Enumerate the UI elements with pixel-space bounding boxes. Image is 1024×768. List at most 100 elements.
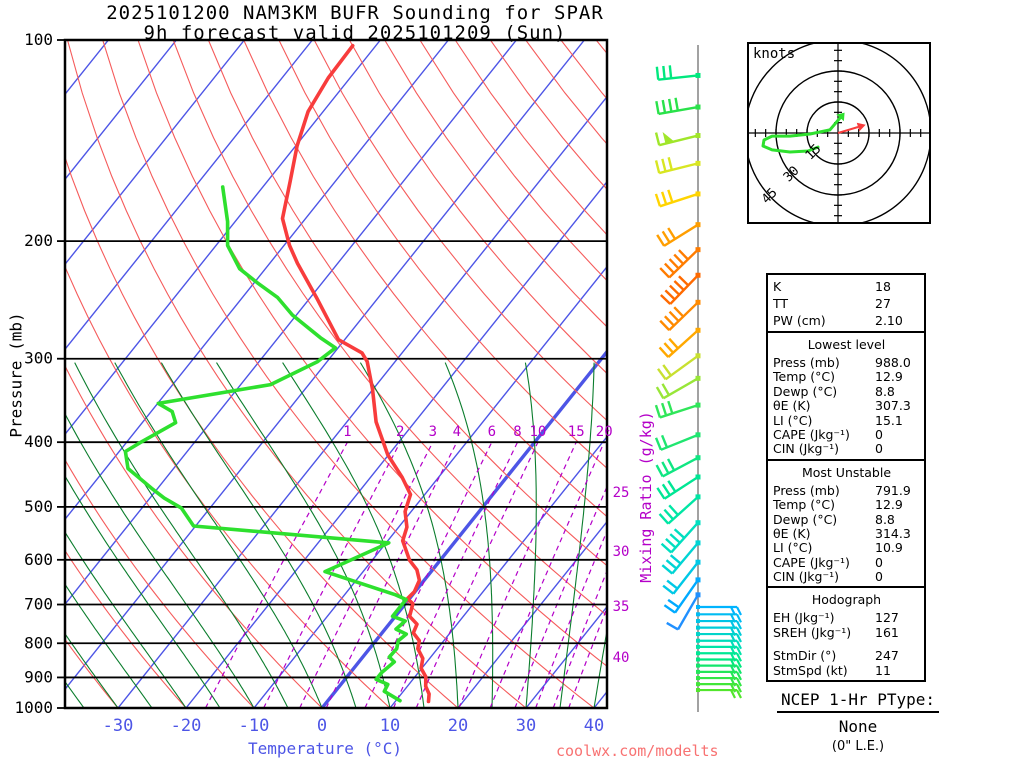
section-title: Most Unstable [801, 464, 892, 480]
moist-adiabat-line [160, 362, 357, 708]
stat-row: TT 27 [773, 295, 920, 312]
isotherm-line [253, 265, 607, 708]
mixing-ratio-tick-label: 4 [453, 424, 461, 440]
isotherm-line [117, 95, 607, 708]
isotherm-line [185, 180, 607, 708]
pressure-tick-label: 700 [24, 595, 53, 614]
wind-barb [659, 299, 701, 331]
mixing-ratio-right-tick-label: 35 [613, 599, 630, 615]
stat-row: K 18 [773, 278, 920, 295]
isotherm-line [65, 40, 517, 606]
mixing-ratio-line [568, 606, 607, 708]
wind-barb-right [696, 688, 742, 699]
wind-barb [654, 157, 701, 175]
mixing-ratio-line [204, 441, 348, 708]
moist-adiabat-line [359, 362, 459, 708]
wind-barb [655, 455, 701, 478]
moist-adiabat-line [559, 362, 595, 708]
wind-barb [656, 222, 701, 247]
wind-barb [657, 353, 701, 381]
pressure-tick-label: 100 [24, 30, 53, 49]
hodograph-ring [775, 70, 901, 196]
stat-value: 11 [875, 662, 891, 678]
stat-value: 27 [875, 296, 891, 311]
stat-row: LI (°C) 10.9 [773, 540, 920, 555]
dry-adiabat-line [137, 40, 607, 667]
dry-adiabat-line [66, 40, 527, 708]
stat-value: 314.3 [875, 525, 911, 541]
temperature-tick-label: 20 [448, 716, 468, 736]
moist-adiabat-line [114, 362, 323, 708]
isotherm-line [65, 40, 585, 691]
dry-adiabat-line [65, 265, 391, 708]
isotherm-line [65, 40, 177, 181]
wind-barb [655, 65, 701, 81]
storm-motion-vector [837, 126, 859, 134]
stat-label: CAPE (Jkg⁻¹) [773, 554, 850, 570]
pressure-tick-label: 900 [24, 667, 53, 686]
stat-label: CAPE (Jkg⁻¹) [773, 426, 850, 442]
wind-barb [658, 494, 701, 525]
stat-value: 12.9 [875, 369, 903, 385]
stat-row: θE (K) 307.3 [773, 398, 920, 414]
stat-value: 988.0 [875, 355, 911, 370]
isotherm-line [65, 40, 245, 266]
isotherm-line [389, 435, 607, 708]
stat-value: 18 [875, 279, 891, 294]
stat-value: 791.9 [875, 482, 911, 498]
moist-adiabat-line [524, 362, 537, 708]
ptype-note: (0" L.E.) [831, 739, 885, 754]
stat-value: 0 [875, 554, 883, 570]
stat-row: Temp (°C) 12.9 [773, 369, 920, 385]
dry-adiabat-line [348, 40, 607, 375]
wind-barb [666, 592, 701, 631]
chart-title-line1: 2025101200 NAM3KM BUFR Sounding for SPAR [106, 2, 604, 24]
stat-value: 8.8 [875, 383, 895, 399]
mixing-ratio-right-tick-label: 40 [613, 650, 630, 666]
hodograph-units-label: knots [753, 46, 796, 62]
stat-label: K [773, 279, 782, 294]
dry-adiabat-lines [65, 40, 607, 708]
isotherm-line [65, 40, 313, 351]
wind-barb-column [654, 45, 742, 712]
stat-row: CIN (Jkg⁻¹) 0 [773, 569, 920, 585]
dry-adiabat-line [65, 364, 323, 708]
stat-value: 8.8 [875, 511, 895, 527]
dry-adiabat-line [172, 40, 607, 617]
stats-panel: K 18 TT 27 PW (cm) 2.10 Lowest level Press … [766, 273, 926, 683]
pressure-axis-label: Pressure (mb) [6, 312, 26, 438]
wind-barb [662, 559, 701, 595]
wind-barb [656, 474, 701, 500]
mixing-ratio-tick-label: 3 [429, 424, 437, 440]
watermark-link[interactable]: coolwx.com/modelts [556, 742, 719, 760]
stat-row: Press (mb) 791.9 [773, 482, 920, 498]
wind-barb [654, 131, 701, 147]
wind-barb [663, 577, 701, 614]
moist-adiabat-lines [65, 362, 607, 708]
temperature-tick-label: -30 [103, 716, 134, 736]
wind-barb [654, 189, 701, 208]
pressure-tick-label: 400 [24, 432, 53, 451]
mixing-ratio-line [535, 529, 607, 708]
stat-label: StmSpd (kt) [773, 662, 848, 678]
stat-label: Temp (°C) [773, 497, 836, 513]
temperature-tick-label: 30 [516, 716, 536, 736]
stat-label: EH (Jkg⁻¹) [773, 610, 835, 626]
stat-value: 307.3 [875, 398, 911, 414]
mixing-ratio-right-tick-label: 30 [613, 544, 630, 560]
chart-title-line2: 9h forecast valid 2025101209 (Sun) [143, 22, 567, 44]
stat-value: 247 [875, 648, 899, 664]
dry-adiabat-line [313, 40, 607, 422]
pressure-tick-label: 600 [24, 550, 53, 569]
wind-barb [654, 400, 701, 419]
stat-value: 0 [875, 569, 883, 585]
stat-label: Press (mb) [773, 355, 840, 370]
mixing-ratio-tick-label: 2 [396, 424, 404, 440]
isotherm-line [65, 40, 449, 521]
stat-label: CIN (Jkg⁻¹) [773, 569, 839, 585]
stat-row: LI (°C) 15.1 [773, 413, 920, 428]
ptype-panel: NCEP 1-Hr PType: None (0" L.E.) [748, 690, 968, 754]
ptype-value: None [838, 717, 878, 736]
wind-barb-right [696, 632, 742, 643]
